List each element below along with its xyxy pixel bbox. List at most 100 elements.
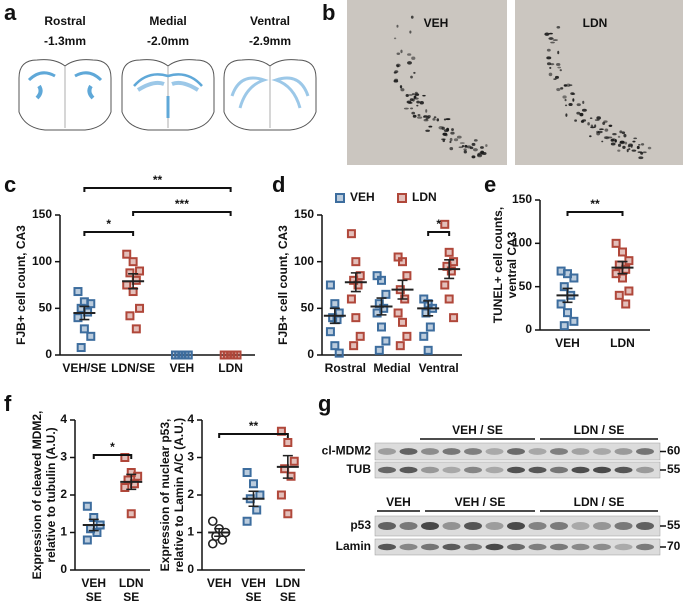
cell xyxy=(548,72,553,77)
section-name: Medial xyxy=(149,14,186,28)
point xyxy=(79,324,89,334)
x-tick-label: Medial xyxy=(373,361,410,375)
point xyxy=(283,509,293,519)
point xyxy=(372,308,382,318)
blot-row-label: TUB xyxy=(346,462,371,476)
blot-band xyxy=(442,522,461,530)
cell xyxy=(617,143,622,147)
blot-band xyxy=(485,522,504,530)
point xyxy=(346,229,356,239)
x-tick-label: LDN xyxy=(610,336,635,350)
point xyxy=(334,348,344,358)
cell xyxy=(647,146,652,150)
cell xyxy=(565,113,568,117)
mw-label: 70 xyxy=(667,539,681,553)
cell xyxy=(466,145,472,149)
y-tick-label: 100 xyxy=(294,254,314,268)
blot-group-label: VEH / SE xyxy=(452,423,503,437)
point xyxy=(402,271,412,281)
cell xyxy=(610,138,615,142)
cell xyxy=(642,151,647,154)
blot-band xyxy=(528,522,547,530)
point xyxy=(242,468,252,477)
significance-label: * xyxy=(106,217,111,231)
blot-band xyxy=(378,543,396,551)
blot-band xyxy=(550,466,568,474)
blot-band xyxy=(636,466,654,474)
point xyxy=(351,313,361,323)
point xyxy=(207,516,218,527)
cell xyxy=(409,98,414,101)
blot-band xyxy=(528,543,547,551)
blot-row-label: Lamin xyxy=(336,539,371,553)
blot-band xyxy=(421,522,439,530)
blot-band xyxy=(528,466,547,474)
sem-bar xyxy=(214,527,225,538)
point xyxy=(398,257,407,267)
x-tick-label: LDN/SE xyxy=(111,361,155,375)
point xyxy=(425,322,435,332)
y-tick-label: 50 xyxy=(301,301,315,315)
point xyxy=(449,257,459,267)
cell xyxy=(546,62,552,66)
blot-band xyxy=(614,466,633,474)
cell xyxy=(442,132,448,136)
cell xyxy=(403,107,409,110)
x-tick-label: SE xyxy=(245,590,261,604)
cell xyxy=(632,140,636,143)
blot-band xyxy=(550,543,568,551)
significance-bracket xyxy=(218,433,289,438)
cell xyxy=(411,111,416,115)
section-depth: -2.0mm xyxy=(147,34,189,48)
x-tick-label: SE xyxy=(86,590,102,604)
blot-band xyxy=(399,448,418,455)
point xyxy=(351,257,361,267)
blot-band xyxy=(442,543,461,551)
cell xyxy=(546,56,552,60)
cell xyxy=(443,118,447,121)
y-tick-label: 1 xyxy=(60,525,67,539)
image-label: VEH xyxy=(424,16,449,30)
cell xyxy=(628,143,633,147)
brain xyxy=(223,59,317,131)
blot-band xyxy=(507,448,525,455)
sem-bar xyxy=(562,287,573,304)
x-tick-label: VEH xyxy=(170,361,195,375)
blot-band xyxy=(636,448,654,455)
blot-band xyxy=(571,466,590,474)
cell xyxy=(622,145,626,149)
y-tick-label: 0 xyxy=(525,322,532,336)
mw-label: 60 xyxy=(667,444,681,458)
brain xyxy=(121,59,215,131)
point xyxy=(423,345,433,355)
significance-label: ** xyxy=(153,173,163,187)
cell xyxy=(414,93,420,96)
cell xyxy=(576,103,581,107)
cell xyxy=(596,116,601,120)
blot-group-label: VEH / SE xyxy=(455,495,506,509)
blot-band xyxy=(464,466,482,474)
point xyxy=(440,280,450,290)
cell xyxy=(427,114,431,118)
cell xyxy=(432,118,436,121)
cell xyxy=(612,132,617,136)
point xyxy=(249,479,258,489)
cell xyxy=(443,129,449,133)
brain xyxy=(18,59,112,131)
blot-band xyxy=(636,543,654,551)
cell xyxy=(411,56,416,60)
y-axis-label: Expression of nuclear p53, xyxy=(158,419,172,572)
cell xyxy=(589,117,593,120)
point xyxy=(349,341,359,351)
sem-bar xyxy=(79,305,90,321)
point xyxy=(618,273,627,283)
cell xyxy=(557,66,562,69)
cell xyxy=(599,128,604,131)
blot-band xyxy=(550,522,568,530)
cell xyxy=(428,125,433,128)
section-name: Ventral xyxy=(250,14,290,28)
cell xyxy=(411,93,416,96)
cell xyxy=(633,137,638,140)
cell xyxy=(581,108,587,112)
cell xyxy=(557,50,560,55)
